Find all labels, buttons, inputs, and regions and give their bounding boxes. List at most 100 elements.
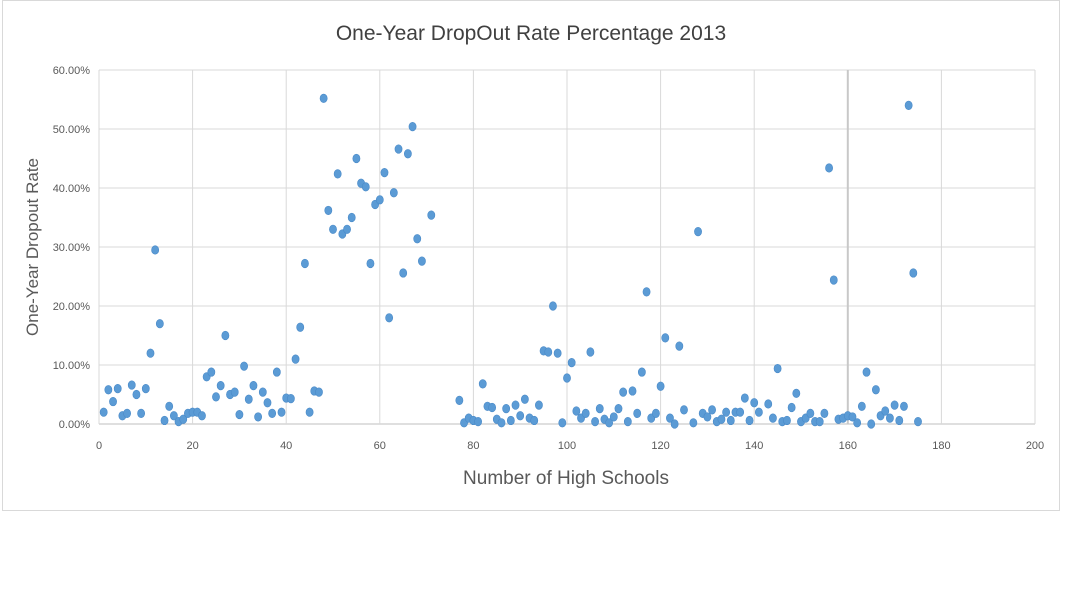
data-point	[235, 409, 244, 420]
data-point	[530, 415, 539, 426]
data-point	[240, 361, 248, 371]
data-point	[268, 408, 277, 418]
data-point	[900, 401, 908, 411]
data-point	[652, 408, 660, 418]
data-point	[904, 100, 913, 110]
chart-title: One-Year DropOut Rate Percentage 2013	[336, 22, 726, 45]
x-tick-label: 180	[932, 440, 950, 452]
data-point	[867, 419, 876, 429]
data-point	[146, 348, 155, 358]
data-point	[764, 399, 773, 409]
x-tick-label: 0	[96, 440, 102, 452]
data-point	[488, 402, 497, 413]
data-point	[502, 404, 511, 414]
y-tick-label: 30.00%	[53, 242, 91, 254]
data-point	[254, 412, 263, 422]
x-tick-label: 140	[745, 440, 763, 452]
data-point	[399, 268, 408, 278]
data-point	[132, 389, 141, 400]
data-point	[829, 275, 838, 285]
data-point	[258, 387, 267, 397]
data-point	[572, 406, 581, 416]
data-point	[249, 381, 258, 391]
data-point	[595, 404, 604, 414]
data-point	[305, 407, 314, 417]
data-point	[605, 418, 614, 428]
data-point	[389, 188, 398, 198]
data-point	[296, 322, 305, 332]
data-point	[137, 408, 146, 418]
data-point	[670, 419, 679, 429]
data-point	[694, 227, 702, 237]
data-point	[558, 418, 567, 428]
x-tick-label: 100	[558, 440, 576, 452]
data-point	[497, 418, 506, 428]
data-point	[675, 341, 684, 351]
data-point	[549, 301, 557, 311]
data-point	[301, 258, 309, 269]
data-point	[750, 398, 759, 408]
data-point	[403, 149, 412, 159]
x-tick-label: 20	[186, 440, 198, 452]
data-point	[740, 393, 749, 403]
data-point	[857, 401, 866, 411]
data-point	[666, 413, 674, 423]
data-point	[815, 417, 824, 427]
data-point	[726, 415, 735, 426]
data-point	[656, 381, 665, 391]
data-point	[773, 363, 782, 374]
data-point	[511, 400, 520, 410]
data-point	[769, 413, 777, 423]
data-point	[792, 388, 801, 398]
data-point	[586, 347, 595, 357]
data-point	[244, 394, 253, 404]
data-point	[619, 387, 628, 397]
data-point	[703, 412, 712, 422]
gridlines	[98, 69, 1036, 425]
data-point	[787, 402, 796, 413]
data-point	[413, 234, 422, 244]
data-point	[418, 256, 426, 266]
data-point	[291, 354, 300, 364]
data-point	[127, 380, 136, 390]
x-axis-label: Number of High Schools	[463, 468, 669, 489]
y-tick-label: 20.00%	[53, 301, 91, 313]
data-point	[806, 408, 815, 418]
data-point	[848, 412, 857, 422]
data-point	[745, 415, 754, 426]
data-point	[591, 417, 599, 427]
data-point	[506, 415, 515, 426]
data-point	[581, 408, 590, 418]
data-point	[165, 401, 174, 411]
data-point	[455, 395, 464, 406]
data-point	[380, 168, 389, 178]
data-point	[890, 400, 899, 410]
data-point	[104, 385, 113, 395]
data-point	[478, 379, 487, 389]
data-point	[141, 384, 150, 394]
data-point	[123, 408, 131, 418]
data-point	[427, 210, 436, 220]
data-point	[914, 417, 922, 427]
x-tick-label: 200	[1026, 440, 1044, 452]
data-point	[329, 224, 337, 234]
data-point	[230, 387, 239, 397]
data-point	[319, 93, 328, 103]
data-point	[680, 405, 688, 415]
data-point	[277, 407, 286, 417]
data-point	[520, 394, 529, 404]
data-point	[160, 415, 169, 426]
y-tick-label: 40.00%	[53, 183, 91, 195]
data-point	[263, 398, 272, 408]
y-tick-label: 0.00%	[59, 419, 90, 431]
data-point	[544, 347, 553, 357]
x-tick-labels: 0 20 40 60 80 100 120 140 160 180 200	[96, 440, 1044, 452]
data-point	[553, 348, 562, 358]
data-point	[408, 122, 417, 132]
data-point	[909, 268, 918, 278]
data-point	[783, 415, 791, 426]
data-point	[614, 404, 623, 414]
data-point	[212, 392, 220, 402]
data-point	[689, 418, 698, 428]
